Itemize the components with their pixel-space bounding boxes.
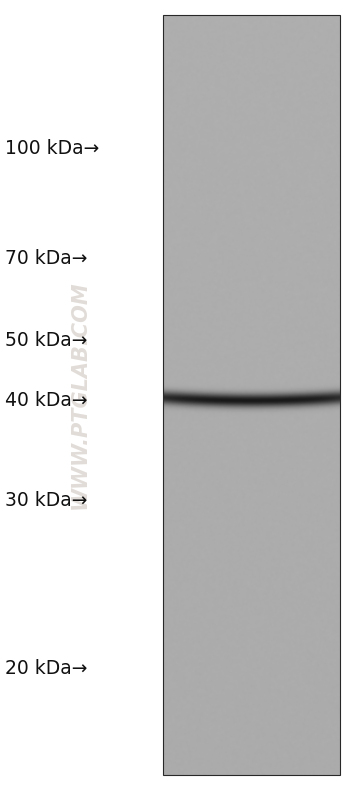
Text: 20 kDa→: 20 kDa→ [5, 659, 88, 678]
Text: 70 kDa→: 70 kDa→ [5, 249, 88, 268]
Text: 40 kDa→: 40 kDa→ [5, 390, 88, 409]
Text: 100 kDa→: 100 kDa→ [5, 138, 99, 157]
Bar [163, 15, 340, 775]
Text: 50 kDa→: 50 kDa→ [5, 330, 88, 349]
Text: 30 kDa→: 30 kDa→ [5, 491, 88, 510]
Text: WWW.PTGLAB.COM: WWW.PTGLAB.COM [70, 280, 90, 510]
